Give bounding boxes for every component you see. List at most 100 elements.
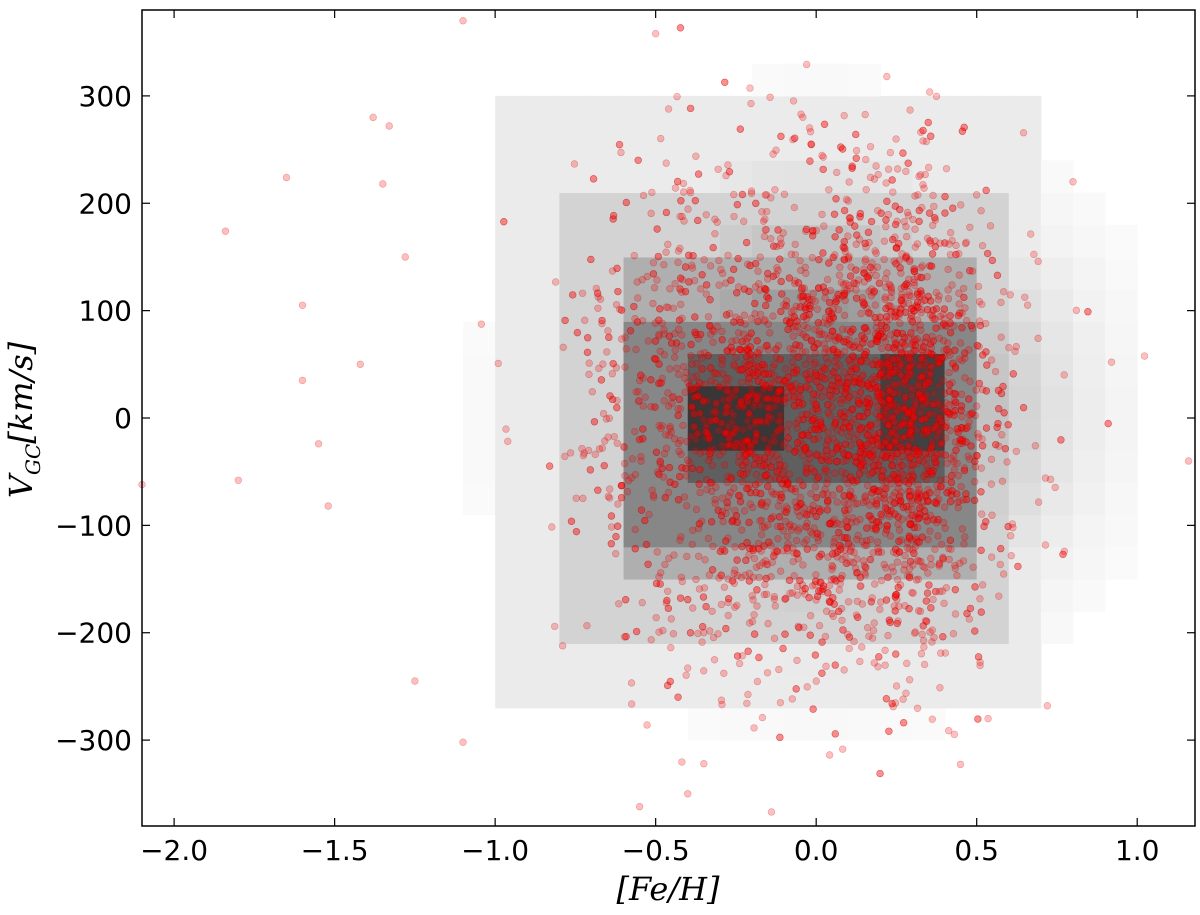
scatter-point	[733, 439, 741, 447]
scatter-point	[987, 455, 996, 464]
density-bin	[719, 675, 753, 709]
scatter-point	[785, 522, 793, 531]
scatter-point	[930, 425, 938, 433]
x-tick-label: −1.0	[461, 834, 529, 867]
scatter-point	[950, 465, 959, 474]
scatter-point	[866, 555, 875, 564]
scatter-point	[298, 376, 307, 385]
density-bin	[591, 256, 625, 290]
scatter-point	[674, 247, 683, 255]
scatter-point	[767, 808, 776, 816]
scatter-point	[835, 271, 844, 279]
density-bin	[784, 418, 817, 451]
scatter-point	[864, 309, 873, 317]
scatter-point	[694, 335, 703, 343]
density-bin	[1073, 579, 1106, 612]
scatter-point	[652, 355, 660, 363]
density-bin	[719, 579, 753, 612]
scatter-point	[639, 374, 647, 382]
density-bin	[495, 611, 528, 644]
y-axis-label-unit: [km/s]	[2, 341, 40, 443]
scatter-point	[823, 275, 832, 284]
scatter-point	[945, 368, 953, 377]
scatter-point	[846, 284, 855, 293]
scatter-point	[751, 371, 760, 380]
scatter-point	[800, 539, 808, 547]
scatter-point	[837, 399, 845, 408]
density-bin	[751, 95, 785, 129]
scatter-point	[740, 311, 749, 319]
scatter-point	[695, 520, 704, 528]
scatter-point	[968, 409, 976, 417]
scatter-point	[747, 385, 756, 393]
scatter-point	[920, 472, 928, 480]
scatter-point	[971, 583, 979, 591]
scatter-point	[825, 392, 834, 400]
scatter-point	[689, 604, 697, 612]
scatter-point	[908, 588, 916, 597]
scatter-point	[767, 463, 776, 471]
scatter-point	[855, 452, 864, 460]
scatter-point	[888, 450, 897, 458]
density-bin	[655, 128, 689, 161]
density-bin	[912, 675, 946, 709]
scatter-point	[821, 288, 830, 296]
scatter-point	[723, 498, 731, 507]
scatter-point	[866, 535, 875, 544]
density-bin	[848, 482, 881, 516]
scatter-point	[753, 586, 761, 594]
scatter-point	[730, 579, 739, 587]
scatter-point	[788, 526, 796, 534]
scatter-point	[746, 261, 754, 270]
scatter-point	[962, 238, 970, 247]
scatter-point	[833, 350, 842, 358]
density-bin	[495, 418, 528, 451]
scatter-point	[893, 619, 901, 628]
density-bin	[944, 224, 978, 258]
scatter-point	[808, 227, 817, 236]
scatter-point	[846, 272, 855, 280]
density-bin	[591, 321, 625, 355]
scatter-point	[649, 270, 658, 278]
density-bin	[495, 353, 528, 387]
scatter-point	[933, 497, 941, 505]
scatter-point	[609, 359, 617, 368]
scatter-point	[761, 191, 770, 199]
scatter-point	[724, 161, 732, 169]
scatter-point	[1019, 403, 1028, 412]
density-bin	[591, 353, 625, 387]
scatter-point	[816, 531, 825, 539]
scatter-point	[888, 176, 896, 184]
scatter-point	[832, 297, 840, 306]
scatter-point	[730, 212, 738, 221]
scatter-point	[760, 383, 769, 392]
scatter-point	[930, 213, 939, 222]
scatter-point	[779, 468, 788, 476]
scatter-point	[904, 333, 912, 342]
density-bin	[495, 385, 528, 419]
scatter-point	[938, 587, 947, 595]
scatter-point	[655, 628, 663, 636]
scatter-point	[884, 343, 893, 352]
scatter-point	[751, 299, 759, 308]
scatter-point	[793, 439, 802, 447]
scatter-point	[583, 621, 591, 630]
scatter-point	[815, 553, 823, 561]
density-bin	[495, 450, 528, 483]
scatter-point	[885, 510, 894, 518]
density-bin	[687, 321, 721, 355]
scatter-point	[888, 563, 896, 571]
scatter-point	[821, 365, 829, 373]
x-tick-label: 0.0	[794, 834, 839, 867]
scatter-point	[825, 315, 834, 323]
scatter-point	[702, 434, 710, 442]
scatter-point	[882, 312, 891, 321]
scatter-point	[966, 266, 974, 275]
scatter-point	[832, 577, 840, 585]
density-bin	[559, 160, 592, 194]
scatter-point	[900, 218, 908, 226]
scatter-point	[865, 632, 873, 640]
scatter-point	[794, 353, 802, 361]
scatter-point	[758, 360, 767, 369]
